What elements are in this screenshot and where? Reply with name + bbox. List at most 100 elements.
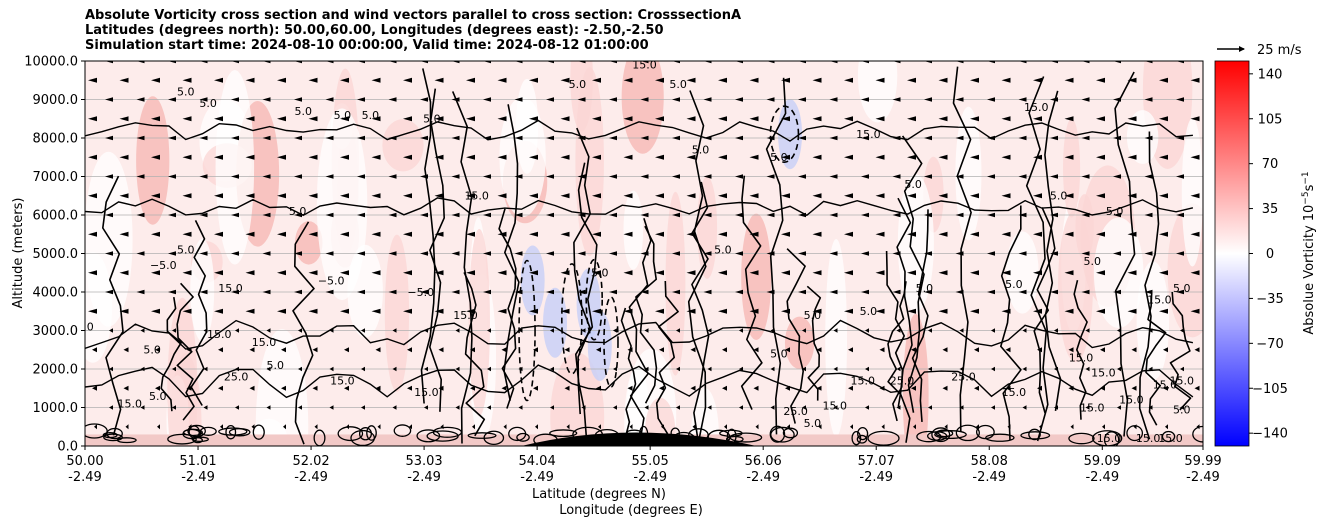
contour-line — [451, 91, 473, 444]
wind-vector — [686, 308, 696, 314]
contour-label: 15.0 — [330, 374, 355, 387]
contour-line — [176, 282, 195, 421]
wind-vector — [88, 308, 97, 314]
wind-vector — [497, 116, 507, 122]
wind-vector — [1190, 116, 1200, 122]
wind-vector — [1117, 366, 1121, 372]
wind-vector — [434, 116, 444, 122]
wind-vector — [928, 405, 932, 410]
contour-line — [429, 88, 445, 412]
wind-vector — [1194, 385, 1200, 391]
wind-vector — [451, 251, 460, 256]
wind-vector — [976, 424, 979, 430]
colorbar-label: Absolue Vorticity 10−5s−1 — [1301, 171, 1317, 334]
wind-vector — [231, 212, 239, 218]
wind-vector — [1001, 231, 1011, 237]
contour-surface — [366, 425, 377, 441]
wind-vector — [798, 135, 806, 141]
wind-vector — [325, 174, 334, 179]
wind-vector — [1085, 366, 1090, 372]
wind-vector — [816, 347, 822, 353]
wind-vector — [1100, 385, 1105, 391]
wind-vector — [1176, 61, 1184, 64]
wind-vector — [676, 328, 680, 333]
contour-surface — [782, 427, 799, 439]
contour-labels: 5.05.05.0 5.0 5.0 5.05.0 5.015.015.015.05.05… — [85, 61, 1194, 445]
contour-label: 5.0 — [1173, 403, 1191, 416]
contour-label: 15.0 — [851, 374, 876, 387]
wind-vector — [123, 385, 129, 391]
contour-line — [1138, 131, 1160, 440]
wind-vector — [970, 116, 979, 122]
wind-vector — [924, 97, 932, 102]
wind-vector — [451, 61, 460, 64]
wind-vector — [497, 154, 507, 160]
wind-vector — [182, 116, 192, 122]
field-patch — [1136, 261, 1170, 381]
wind-vector — [659, 385, 664, 391]
wind-vector — [703, 135, 712, 141]
wind-vector — [955, 135, 964, 141]
wind-vector — [749, 116, 759, 122]
wind-vector — [361, 405, 365, 410]
title-line-3: Simulation start time: 2024-08-10 00:00:… — [85, 38, 649, 53]
wind-vector — [781, 231, 790, 237]
wind-vector — [577, 251, 586, 256]
wind-vector — [325, 289, 334, 295]
field-patch — [902, 313, 929, 446]
contour-surface — [199, 426, 217, 436]
wind-vector — [644, 366, 649, 372]
wind-vector — [781, 270, 790, 276]
wind-vector — [245, 308, 255, 314]
wind-vector — [1190, 77, 1200, 83]
wind-vector — [623, 231, 633, 237]
x-tick-label-lon: -2.49 — [68, 470, 102, 485]
wind-vector — [262, 61, 271, 64]
wind-vector — [938, 193, 948, 199]
wind-vector — [722, 347, 727, 353]
wind-vector — [907, 308, 916, 314]
wind-vector — [707, 405, 712, 410]
colorbar-label-sup1: −5 — [1301, 191, 1311, 204]
contour-line — [1073, 280, 1088, 420]
wind-vector — [1039, 424, 1042, 430]
field-patch — [550, 352, 605, 446]
contour-surface — [549, 429, 578, 438]
wind-vector — [1033, 308, 1042, 314]
wind-vector — [676, 405, 680, 410]
wind-vector — [312, 385, 318, 391]
y-tick-label: 0.0 — [57, 440, 78, 455]
wind-vector — [546, 61, 554, 64]
wind-vector — [844, 77, 853, 83]
wind-vector — [686, 231, 696, 237]
wind-vector — [329, 328, 334, 333]
wind-vector — [735, 61, 743, 64]
wind-vector — [875, 116, 885, 122]
wind-vector — [577, 97, 586, 102]
wind-vector — [944, 424, 948, 430]
wind-vector — [325, 97, 334, 102]
wind-vector — [451, 289, 460, 295]
contour-surface — [252, 424, 265, 440]
contour-label: 5.0 — [1050, 190, 1068, 203]
wind-vector — [136, 97, 145, 102]
wind-vector — [298, 405, 302, 410]
wind-vector — [987, 251, 995, 256]
wind-vector — [466, 193, 475, 199]
wind-vector — [1064, 308, 1074, 314]
wind-vector — [1064, 77, 1074, 83]
wind-vector — [623, 308, 633, 314]
wind-vector — [924, 61, 932, 64]
wind-vector — [392, 328, 397, 333]
wind-vector — [865, 328, 869, 333]
contour-label: −5.0 — [407, 286, 434, 299]
contour-line — [887, 281, 907, 407]
wind-vector — [907, 154, 916, 160]
wind-vector — [218, 347, 223, 353]
wind-vector — [749, 154, 759, 160]
wind-vector — [974, 385, 979, 391]
wind-vector — [277, 154, 286, 160]
wind-vector — [340, 193, 349, 199]
wind-vector — [987, 212, 995, 218]
wind-vector — [371, 308, 381, 314]
